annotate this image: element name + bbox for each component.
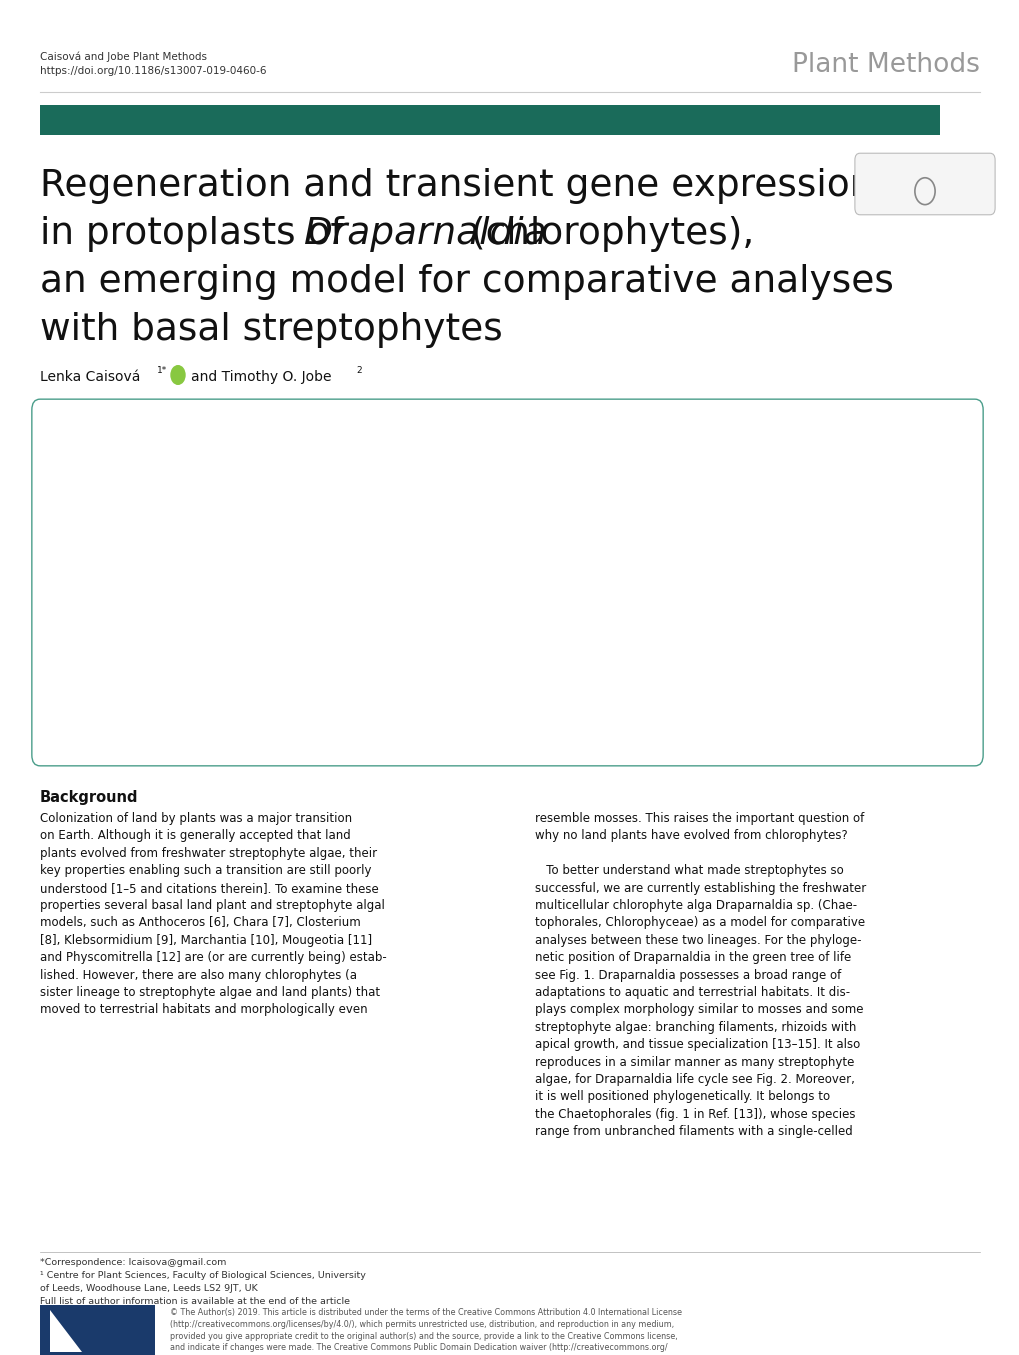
Text: Conclusions:: Conclusions: bbox=[55, 593, 133, 603]
Text: https://doi.org/10.1186/s13007-019-0460-6: https://doi.org/10.1186/s13007-019-0460-… bbox=[40, 66, 266, 76]
Text: We have established the first transformation protocol for Draparnaldia. This pro: We have established the first transforma… bbox=[103, 537, 763, 573]
Text: *Correspondence: lcaisova@gmail.com: *Correspondence: lcaisova@gmail.com bbox=[40, 1257, 226, 1267]
Text: (chlorophytes),: (chlorophytes), bbox=[459, 215, 753, 252]
Text: of Leeds, Woodhouse Lane, Leeds LS2 9JT, UK: of Leeds, Woodhouse Lane, Leeds LS2 9JT,… bbox=[40, 1285, 258, 1293]
Text: Chlorophytes, Colonization of land, Draparnaldia, Land plants, Model organism, P: Chlorophytes, Colonization of land, Drap… bbox=[113, 633, 631, 656]
Text: Abstract: Abstract bbox=[55, 425, 118, 439]
Text: Background: Background bbox=[40, 790, 139, 805]
Text: an emerging model for comparative analyses: an emerging model for comparative analys… bbox=[40, 264, 893, 299]
Text: Colonization of land by plants was a major transition
on Earth. Although it is g: Colonization of land by plants was a maj… bbox=[40, 812, 386, 1016]
Text: 1*: 1* bbox=[157, 366, 167, 375]
Text: Our protocol opens a way for Draparnaldia functional genomics analyses. Moreover: Our protocol opens a way for Draparnaldi… bbox=[129, 593, 711, 617]
Text: and Timothy O. Jobe: and Timothy O. Jobe bbox=[191, 370, 331, 383]
Text: Open Access: Open Access bbox=[875, 112, 969, 127]
Text: Draparnaldia: Draparnaldia bbox=[304, 215, 547, 252]
Text: in protoplasts of: in protoplasts of bbox=[40, 215, 356, 252]
Text: Keywords:: Keywords: bbox=[55, 633, 120, 644]
Text: Lenka Caisová: Lenka Caisová bbox=[40, 370, 141, 383]
Text: Background:: Background: bbox=[55, 449, 133, 458]
Text: resemble mosses. This raises the important question of
why no land plants have e: resemble mosses. This raises the importa… bbox=[535, 812, 865, 1138]
Text: Full list of author information is available at the end of the article: Full list of author information is avail… bbox=[40, 1297, 350, 1306]
Text: Green plants comprise two lineages: (1) the streptophytes that colonised land an: Green plants comprise two lineages: (1) … bbox=[123, 449, 785, 511]
Text: ¹ Centre for Plant Sciences, Faculty of Biological Sciences, University: ¹ Centre for Plant Sciences, Faculty of … bbox=[40, 1271, 366, 1280]
Text: METHODOLOGY: METHODOLOGY bbox=[55, 112, 182, 127]
Text: with basal streptophytes: with basal streptophytes bbox=[40, 312, 502, 348]
Text: Caisová and Jobe Plant Methods: Caisová and Jobe Plant Methods bbox=[40, 51, 207, 62]
Text: BMC: BMC bbox=[79, 1320, 135, 1340]
Text: 2: 2 bbox=[356, 366, 362, 375]
Text: © The Author(s) 2019. This article is distributed under the terms of the Creativ: © The Author(s) 2019. This article is di… bbox=[170, 1308, 682, 1355]
Text: Check for
updates: Check for updates bbox=[907, 176, 942, 190]
Text: Results:: Results: bbox=[55, 537, 106, 546]
Text: Plant Methods: Plant Methods bbox=[792, 51, 979, 79]
Text: Regeneration and transient gene expression: Regeneration and transient gene expressi… bbox=[40, 168, 872, 205]
